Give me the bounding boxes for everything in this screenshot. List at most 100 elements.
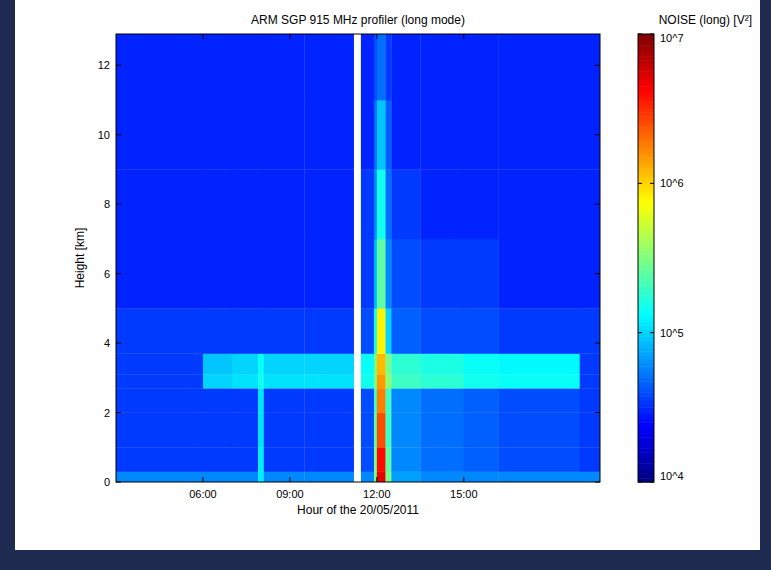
cell [361,354,374,375]
cell [258,239,264,309]
cell [386,308,392,353]
plot-background [116,34,600,482]
cell [580,472,600,482]
x-tick-top [202,34,203,39]
colorbar-segment [638,94,654,98]
cell [386,34,392,100]
x-tick-label: 15:00 [450,488,478,500]
cell [464,388,499,413]
cell [304,374,354,388]
cell [116,354,203,375]
cell [116,413,203,448]
cell [304,308,354,353]
cell [377,472,386,482]
colorbar-segment [638,377,654,381]
colorbar-segment [638,45,654,49]
colorbar-segment [638,448,654,452]
cell [116,308,203,353]
cell [377,34,386,100]
cell [264,100,305,170]
cell [264,447,305,472]
colorbar-segment [638,161,654,165]
x-tick-label: 12:00 [363,488,391,500]
cell [464,169,499,239]
colorbar-segment [638,325,654,329]
y-tick [116,134,121,135]
x-tick-label: 09:00 [276,488,304,500]
colorbar-segment [638,142,654,146]
cell [580,374,600,388]
colorbar-segment [638,34,654,38]
cell [232,447,258,472]
colorbar-segment [638,135,654,139]
colorbar-segment [638,374,654,378]
cell [420,447,464,472]
cell [386,169,392,239]
colorbar-segment [638,404,654,408]
cell [116,169,203,239]
cell [377,388,386,413]
colorbar-segment [638,273,654,277]
colorbar-segment [638,251,654,255]
y-tick-right [595,65,600,66]
y-tick-right [595,412,600,413]
cell [258,34,264,100]
cell [116,239,203,309]
cell [232,239,258,309]
colorbar-segment [638,232,654,236]
cell [374,100,377,170]
colorbar-segment [638,139,654,143]
cell [203,472,232,482]
colorbar-segment [638,41,654,45]
colorbar-segment [638,124,654,128]
y-tick-right [595,204,600,205]
cell [258,374,264,388]
cell [258,169,264,239]
colorbar-segment [638,49,654,53]
colorbar-segment [638,150,654,154]
colorbar-segment [638,213,654,217]
cell [464,413,499,448]
cell [361,34,374,100]
colorbar-segment [638,422,654,426]
colorbar-segment [638,400,654,404]
cell [304,472,354,482]
colorbar-segment [638,336,654,340]
cell [258,413,264,448]
colorbar-tick [650,34,654,35]
cell [377,239,386,309]
colorbar-segment [638,109,654,113]
cell [203,447,232,472]
x-tick-top [376,34,377,39]
cell [264,388,305,413]
y-tick-label: 10 [98,129,110,141]
colorbar-segment [638,217,654,221]
colorbar-segment [638,90,654,94]
cell [361,413,374,448]
colorbar-segment [638,303,654,307]
cell [203,308,232,353]
cell [374,413,377,448]
cell [580,100,600,170]
colorbar-segment [638,366,654,370]
colorbar-segment [638,307,654,311]
colorbar-segment [638,153,654,157]
cell [116,472,203,482]
cell [464,34,499,100]
cell [203,100,232,170]
cell [386,374,392,388]
colorbar-segment [638,299,654,303]
cell [499,374,580,388]
colorbar-segment [638,165,654,169]
cell [391,374,420,388]
y-tick-label: 12 [98,59,110,71]
colorbar-segment [638,68,654,72]
cell [464,308,499,353]
cell [361,100,374,170]
cell [264,413,305,448]
x-tick [289,477,290,482]
cell [374,34,377,100]
cell [232,388,258,413]
cell [304,413,354,448]
colorbar-segment [638,180,654,184]
